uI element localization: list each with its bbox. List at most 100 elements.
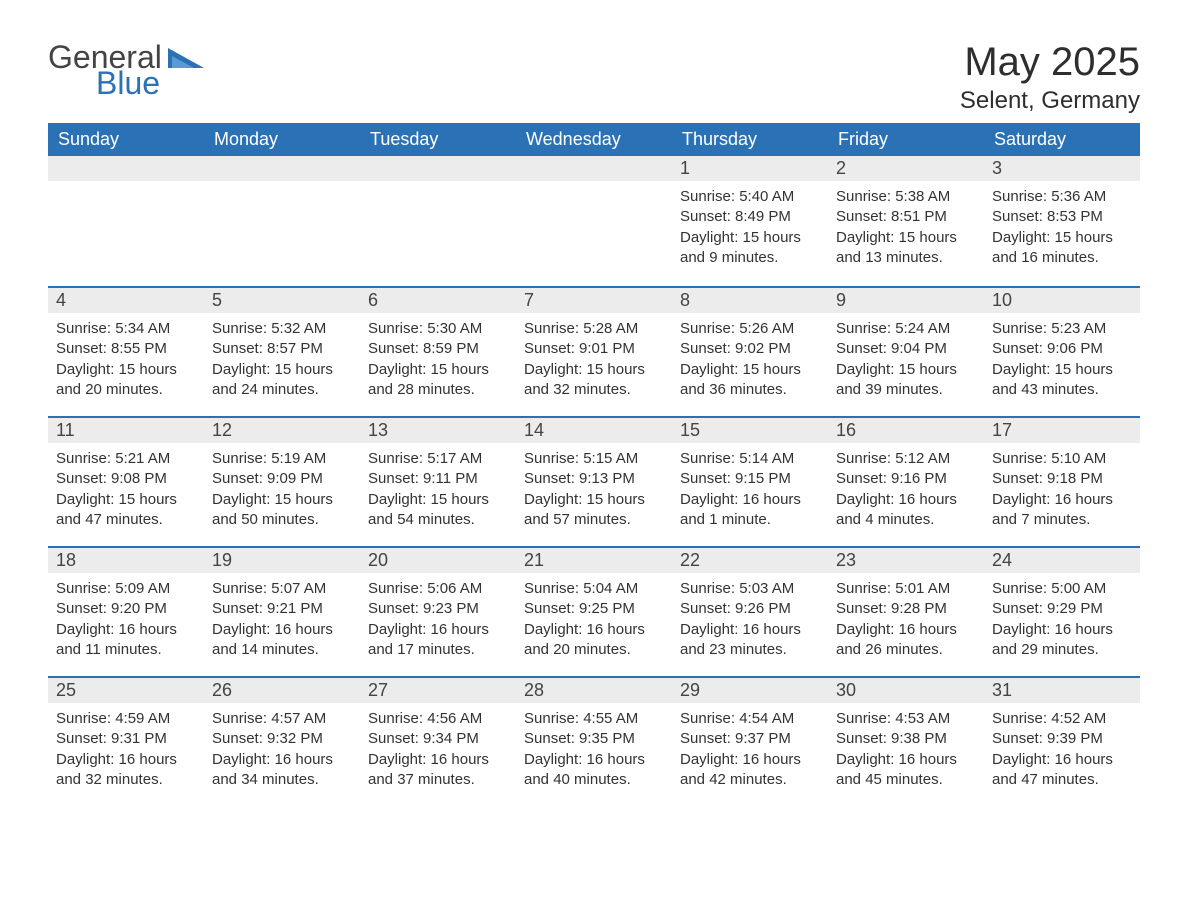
sunset-text: Sunset: 8:49 PM (680, 207, 820, 227)
sunrise-text: Sunrise: 5:26 AM (680, 319, 820, 339)
day-number: 28 (516, 676, 672, 703)
day-number: 3 (984, 156, 1140, 181)
calendar-week: 11Sunrise: 5:21 AMSunset: 9:08 PMDayligh… (48, 416, 1140, 546)
day-content: Sunrise: 5:04 AMSunset: 9:25 PMDaylight:… (516, 573, 672, 666)
title-block: May 2025 Selent, Germany (960, 40, 1140, 115)
daylight-text: Daylight: 15 hours and 24 minutes. (212, 360, 352, 401)
sunset-text: Sunset: 9:15 PM (680, 469, 820, 489)
sunset-text: Sunset: 8:53 PM (992, 207, 1132, 227)
day-number: 10 (984, 286, 1140, 313)
day-number: 6 (360, 286, 516, 313)
page-title: May 2025 (960, 40, 1140, 85)
calendar-cell (48, 156, 204, 286)
sunset-text: Sunset: 8:59 PM (368, 339, 508, 359)
sunrise-text: Sunrise: 5:32 AM (212, 319, 352, 339)
day-content: Sunrise: 4:53 AMSunset: 9:38 PMDaylight:… (828, 703, 984, 796)
calendar-table: Sunday Monday Tuesday Wednesday Thursday… (48, 123, 1140, 806)
daylight-text: Daylight: 16 hours and 20 minutes. (524, 620, 664, 661)
day-content: Sunrise: 5:10 AMSunset: 9:18 PMDaylight:… (984, 443, 1140, 536)
sunset-text: Sunset: 9:32 PM (212, 729, 352, 749)
day-content: Sunrise: 5:12 AMSunset: 9:16 PMDaylight:… (828, 443, 984, 536)
daylight-text: Daylight: 15 hours and 36 minutes. (680, 360, 820, 401)
day-number: 4 (48, 286, 204, 313)
day-number: 30 (828, 676, 984, 703)
calendar-cell: 14Sunrise: 5:15 AMSunset: 9:13 PMDayligh… (516, 416, 672, 546)
day-number: 20 (360, 546, 516, 573)
calendar-cell (516, 156, 672, 286)
day-content: Sunrise: 5:06 AMSunset: 9:23 PMDaylight:… (360, 573, 516, 666)
day-number: 15 (672, 416, 828, 443)
sunrise-text: Sunrise: 5:38 AM (836, 187, 976, 207)
daylight-text: Daylight: 16 hours and 42 minutes. (680, 750, 820, 791)
day-number: 21 (516, 546, 672, 573)
sunrise-text: Sunrise: 5:17 AM (368, 449, 508, 469)
calendar-cell: 16Sunrise: 5:12 AMSunset: 9:16 PMDayligh… (828, 416, 984, 546)
calendar-cell: 11Sunrise: 5:21 AMSunset: 9:08 PMDayligh… (48, 416, 204, 546)
logo-text: General Blue (48, 40, 204, 99)
day-number: 13 (360, 416, 516, 443)
calendar-cell (360, 156, 516, 286)
daylight-text: Daylight: 15 hours and 32 minutes. (524, 360, 664, 401)
day-content: Sunrise: 5:17 AMSunset: 9:11 PMDaylight:… (360, 443, 516, 536)
day-header: Tuesday (360, 123, 516, 156)
calendar-week: 18Sunrise: 5:09 AMSunset: 9:20 PMDayligh… (48, 546, 1140, 676)
sunset-text: Sunset: 9:29 PM (992, 599, 1132, 619)
calendar-cell: 29Sunrise: 4:54 AMSunset: 9:37 PMDayligh… (672, 676, 828, 806)
calendar-cell: 21Sunrise: 5:04 AMSunset: 9:25 PMDayligh… (516, 546, 672, 676)
sunrise-text: Sunrise: 5:23 AM (992, 319, 1132, 339)
day-content: Sunrise: 4:55 AMSunset: 9:35 PMDaylight:… (516, 703, 672, 796)
daylight-text: Daylight: 16 hours and 47 minutes. (992, 750, 1132, 791)
daylight-text: Daylight: 16 hours and 26 minutes. (836, 620, 976, 661)
calendar-cell: 5Sunrise: 5:32 AMSunset: 8:57 PMDaylight… (204, 286, 360, 416)
sunset-text: Sunset: 9:11 PM (368, 469, 508, 489)
day-header: Wednesday (516, 123, 672, 156)
daylight-text: Daylight: 15 hours and 16 minutes. (992, 228, 1132, 269)
calendar-cell: 24Sunrise: 5:00 AMSunset: 9:29 PMDayligh… (984, 546, 1140, 676)
sunrise-text: Sunrise: 5:04 AM (524, 579, 664, 599)
sunset-text: Sunset: 9:20 PM (56, 599, 196, 619)
sunrise-text: Sunrise: 5:06 AM (368, 579, 508, 599)
empty-day-number (48, 156, 204, 181)
sunrise-text: Sunrise: 5:10 AM (992, 449, 1132, 469)
calendar-week: 4Sunrise: 5:34 AMSunset: 8:55 PMDaylight… (48, 286, 1140, 416)
day-content: Sunrise: 5:19 AMSunset: 9:09 PMDaylight:… (204, 443, 360, 536)
day-content: Sunrise: 4:54 AMSunset: 9:37 PMDaylight:… (672, 703, 828, 796)
sunrise-text: Sunrise: 4:52 AM (992, 709, 1132, 729)
sunrise-text: Sunrise: 4:55 AM (524, 709, 664, 729)
sunrise-text: Sunrise: 5:40 AM (680, 187, 820, 207)
sunset-text: Sunset: 9:35 PM (524, 729, 664, 749)
calendar-cell: 2Sunrise: 5:38 AMSunset: 8:51 PMDaylight… (828, 156, 984, 286)
calendar-cell: 27Sunrise: 4:56 AMSunset: 9:34 PMDayligh… (360, 676, 516, 806)
day-content: Sunrise: 5:26 AMSunset: 9:02 PMDaylight:… (672, 313, 828, 406)
sunrise-text: Sunrise: 5:36 AM (992, 187, 1132, 207)
daylight-text: Daylight: 16 hours and 23 minutes. (680, 620, 820, 661)
day-number: 23 (828, 546, 984, 573)
day-content: Sunrise: 5:23 AMSunset: 9:06 PMDaylight:… (984, 313, 1140, 406)
calendar-cell: 3Sunrise: 5:36 AMSunset: 8:53 PMDaylight… (984, 156, 1140, 286)
day-content: Sunrise: 5:36 AMSunset: 8:53 PMDaylight:… (984, 181, 1140, 274)
calendar-cell: 6Sunrise: 5:30 AMSunset: 8:59 PMDaylight… (360, 286, 516, 416)
day-header: Thursday (672, 123, 828, 156)
day-number: 19 (204, 546, 360, 573)
day-header: Friday (828, 123, 984, 156)
day-header: Saturday (984, 123, 1140, 156)
calendar-cell: 19Sunrise: 5:07 AMSunset: 9:21 PMDayligh… (204, 546, 360, 676)
day-content: Sunrise: 5:40 AMSunset: 8:49 PMDaylight:… (672, 181, 828, 274)
day-number: 22 (672, 546, 828, 573)
calendar-cell: 18Sunrise: 5:09 AMSunset: 9:20 PMDayligh… (48, 546, 204, 676)
day-content: Sunrise: 5:32 AMSunset: 8:57 PMDaylight:… (204, 313, 360, 406)
daylight-text: Daylight: 16 hours and 7 minutes. (992, 490, 1132, 531)
daylight-text: Daylight: 16 hours and 14 minutes. (212, 620, 352, 661)
sunset-text: Sunset: 8:51 PM (836, 207, 976, 227)
day-header-row: Sunday Monday Tuesday Wednesday Thursday… (48, 123, 1140, 156)
sunrise-text: Sunrise: 5:34 AM (56, 319, 196, 339)
location-text: Selent, Germany (960, 87, 1140, 115)
calendar-cell: 23Sunrise: 5:01 AMSunset: 9:28 PMDayligh… (828, 546, 984, 676)
day-number: 2 (828, 156, 984, 181)
day-number: 16 (828, 416, 984, 443)
sunrise-text: Sunrise: 5:07 AM (212, 579, 352, 599)
calendar-cell: 1Sunrise: 5:40 AMSunset: 8:49 PMDaylight… (672, 156, 828, 286)
sunset-text: Sunset: 9:04 PM (836, 339, 976, 359)
day-number: 18 (48, 546, 204, 573)
sunset-text: Sunset: 9:01 PM (524, 339, 664, 359)
